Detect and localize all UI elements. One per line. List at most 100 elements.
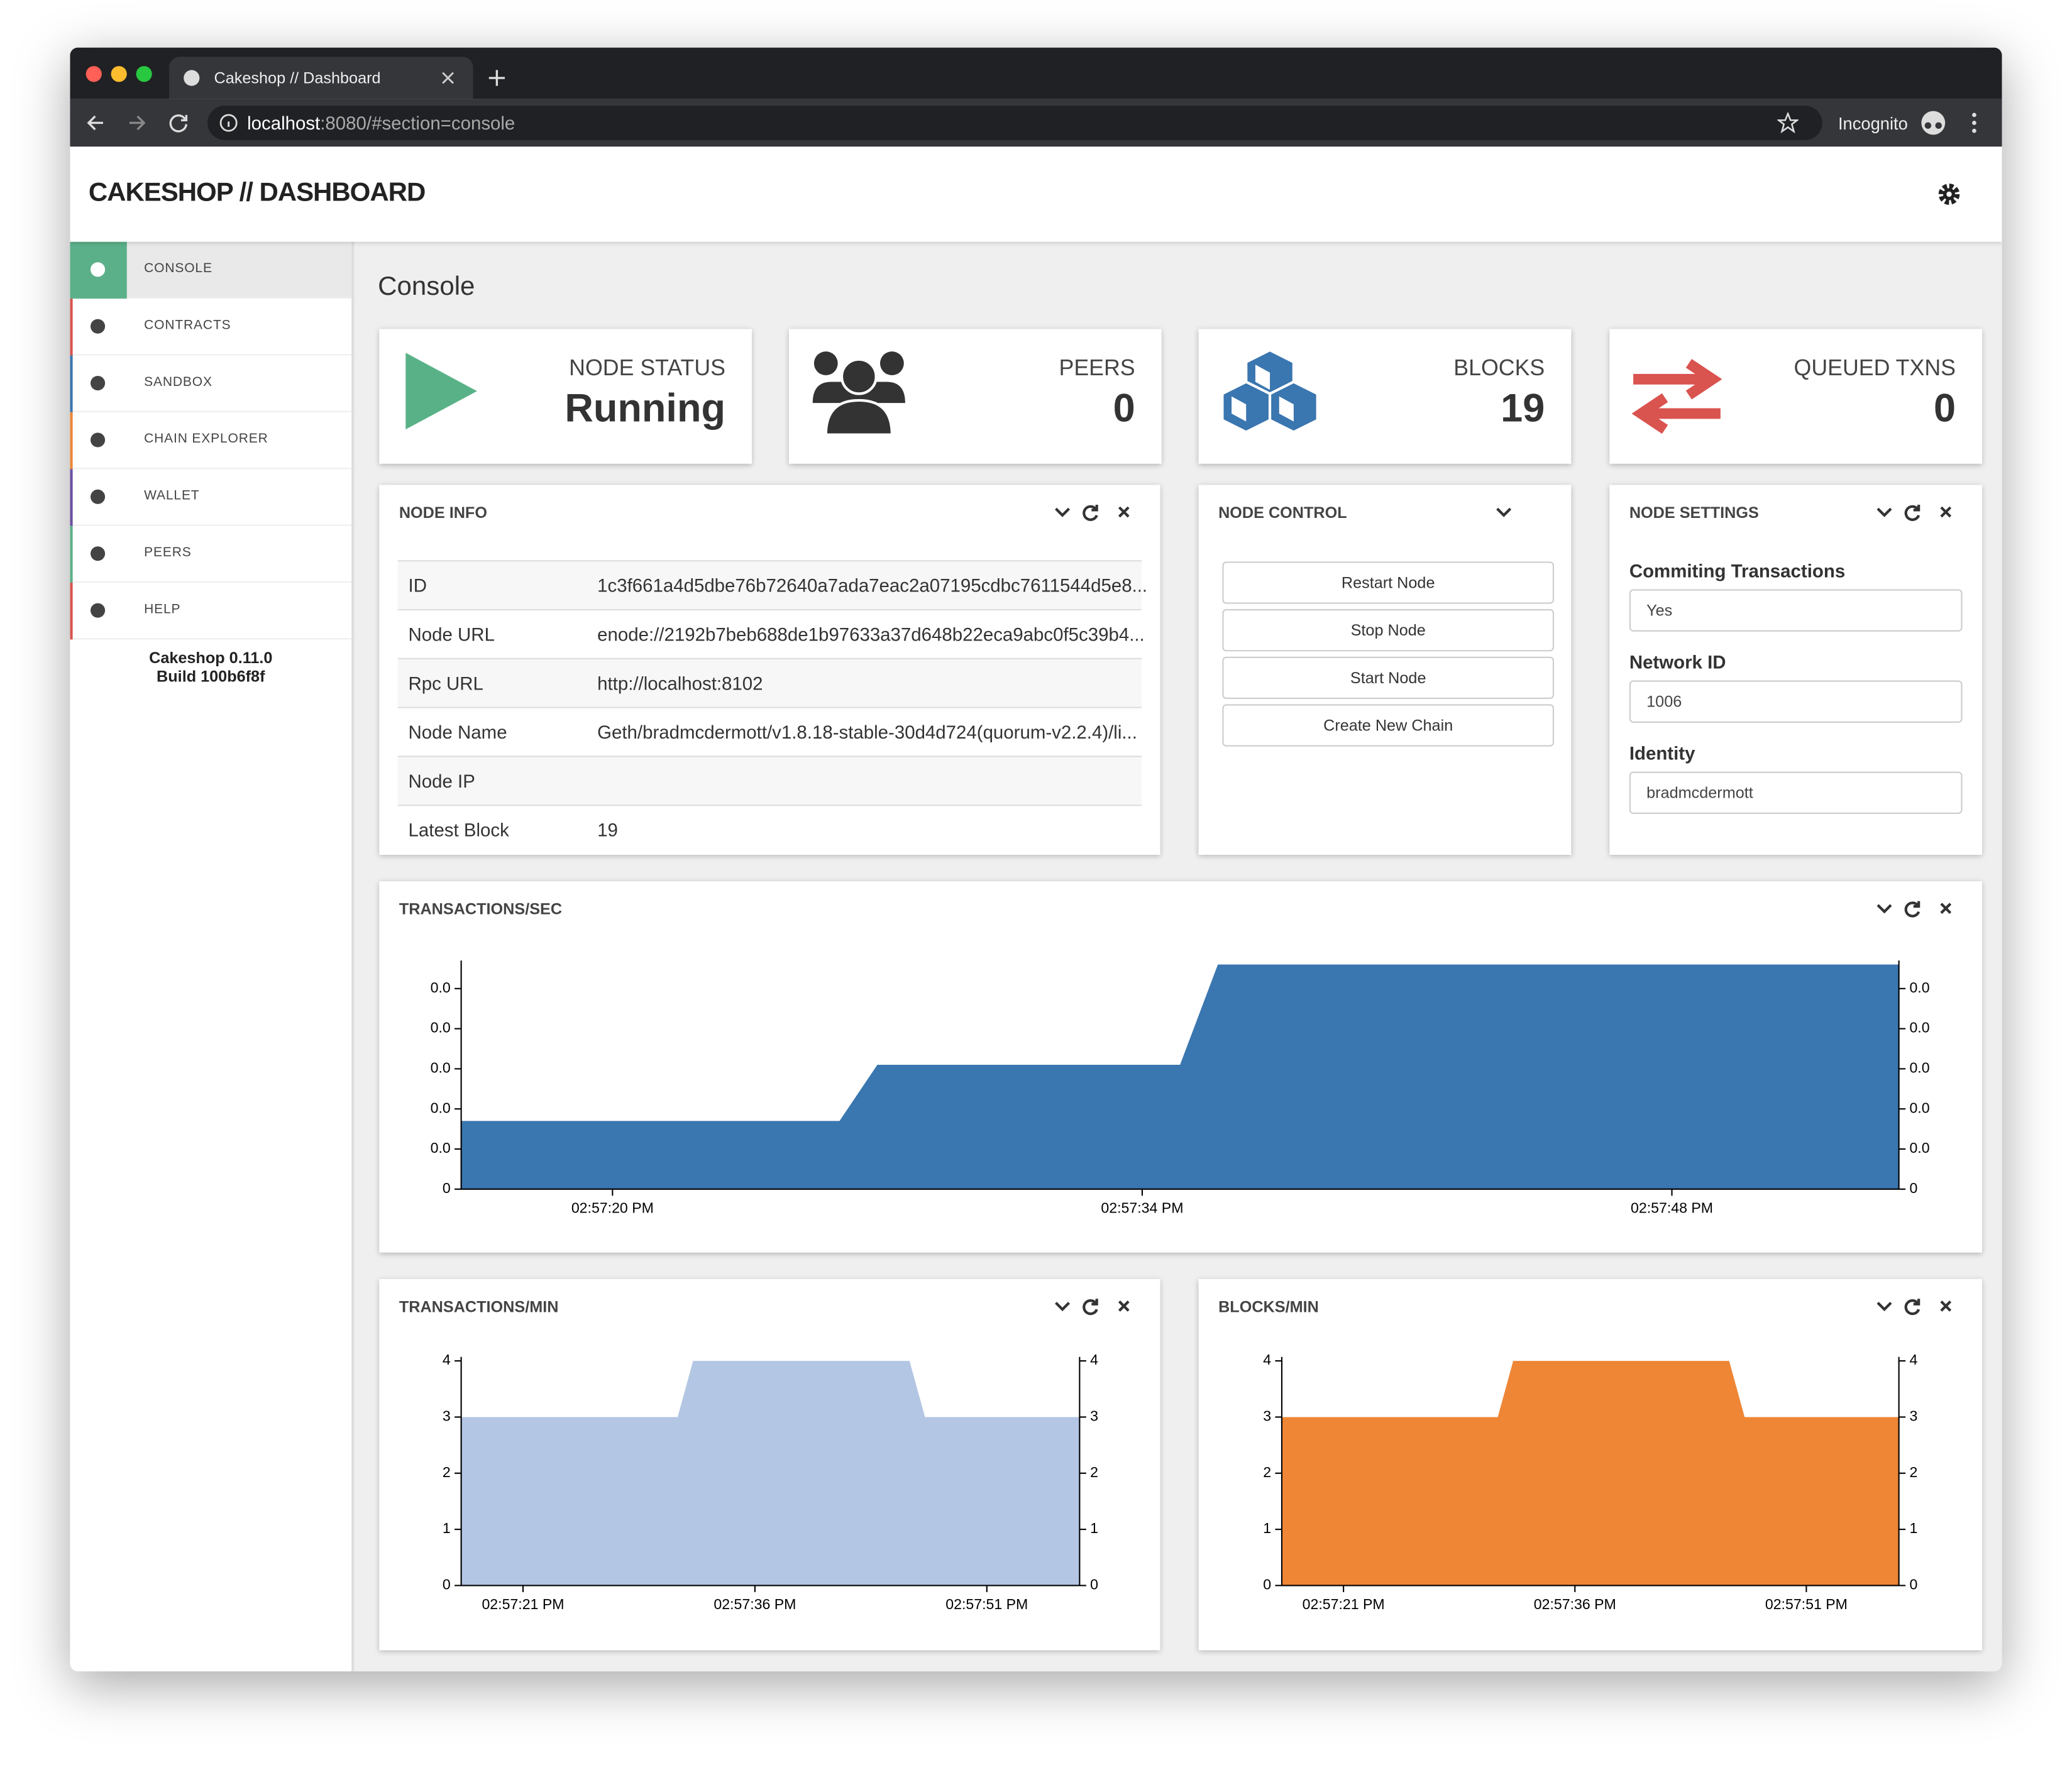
text-input[interactable]: 1006 (1629, 680, 1963, 723)
panel-x (1940, 506, 1952, 518)
control-button[interactable]: Stop Node (1222, 609, 1554, 652)
y-tick-label: 3 (1263, 1408, 1271, 1424)
y-tick-label: 0.0 (431, 979, 451, 996)
close-dot[interactable] (85, 66, 102, 82)
area (1281, 1361, 1899, 1586)
stat-label: NODE STATUS (569, 355, 726, 381)
area (461, 964, 1899, 1189)
nav-accent (70, 412, 73, 470)
x-tick-label: 02:57:51 PM (945, 1596, 1028, 1612)
control-button[interactable]: Start Node (1222, 656, 1554, 699)
nav-label: HELP (144, 602, 181, 617)
info-label: Node IP (408, 770, 475, 792)
nav-item[interactable]: SANDBOX (70, 355, 352, 412)
panel-title: BLOCKS/MIN (1218, 1297, 1319, 1316)
app-header: CAKESHOP // DASHBOARD (70, 146, 2002, 242)
nav-item[interactable]: WALLET (70, 469, 352, 526)
y-tick-label: 0.0 (431, 1060, 451, 1076)
select[interactable]: Yes (1629, 589, 1963, 632)
info-label: Rpc URL (408, 672, 483, 694)
y-tick-label: 0.0 (431, 1020, 451, 1036)
info-value: Geth/bradmcdermott/v1.8.18-stable-30d4d7… (597, 721, 1137, 743)
nav-buttons[interactable] (86, 113, 192, 134)
zoom-dot[interactable] (136, 66, 152, 82)
nav-accent (70, 299, 73, 356)
panel-tools[interactable] (1871, 503, 1963, 522)
new-tab[interactable] (488, 69, 506, 87)
nav-accent (70, 355, 73, 412)
chart-panel: TRANSACTIONS/MIN 0 0 1 1 2 2 3 3 4 4 02:57:21 PM 02:… (379, 1278, 1160, 1651)
panel-chev (1876, 904, 1892, 914)
panel-chev (1055, 1302, 1071, 1312)
panel-ref (1904, 901, 1920, 918)
nav-item[interactable]: CONTRACTS (70, 299, 352, 356)
star-icon[interactable] (1777, 112, 1799, 134)
stat-icon (812, 351, 905, 436)
nav-item[interactable]: PEERS (70, 525, 352, 583)
y2-tick-label: 4 (1090, 1351, 1098, 1368)
node-settings-panel: NODE SETTINGS Commiting Transactions Yes Ne… (1609, 485, 1983, 855)
person-icon (840, 358, 878, 395)
y2-tick-label: 0.0 (1909, 979, 1929, 996)
tab-close[interactable] (441, 72, 455, 85)
nav-icon (90, 546, 106, 561)
chart: 0 0 1 1 2 2 3 3 4 4 02:57:21 PM 02:57:36 PM 02:57:51… (443, 1351, 1098, 1612)
chart-panel: BLOCKS/MIN 0 0 1 1 2 2 3 3 4 4 02:57:21 PM 02:57:36 … (1198, 1278, 1983, 1651)
panel-tools[interactable] (1460, 503, 1553, 522)
chart: 0 0 1 1 2 2 3 3 4 4 02:57:21 PM 02:57:36 PM 02:57:51… (1263, 1351, 1917, 1612)
nav-icon-shape (90, 376, 106, 391)
x-tick-label: 02:57:21 PM (1303, 1596, 1385, 1612)
minimize-dot[interactable] (111, 66, 127, 82)
stat-card: QUEUED TXNS 0 (1609, 329, 1983, 464)
stat-label: BLOCKS (1453, 355, 1545, 381)
nav-item[interactable]: CONSOLE (70, 241, 352, 299)
panel-tools[interactable] (1871, 899, 1963, 918)
stat-card: BLOCKS 19 (1198, 329, 1572, 464)
nav-item[interactable]: HELP (70, 582, 352, 640)
x-tick-label: 02:57:36 PM (714, 1596, 796, 1612)
profile-icons[interactable] (1920, 109, 1986, 136)
tab[interactable]: Cakeshop // Dashboard (169, 57, 473, 99)
globe-icon (184, 70, 200, 86)
y-tick-label: 1 (443, 1520, 451, 1536)
stat-label: QUEUED TXNS (1794, 355, 1956, 381)
y2-tick-label: 0.0 (1909, 1099, 1929, 1116)
panel-x (1940, 1300, 1952, 1312)
nav-accent (70, 469, 73, 526)
y-tick-label: 2 (1263, 1464, 1271, 1480)
y-tick-label: 1 (1263, 1520, 1271, 1536)
panel-x (1118, 1300, 1130, 1312)
info-value: enode://2192b7beb688de1b97633a37d648b22e… (597, 624, 1145, 645)
stat-value: 0 (1933, 387, 1956, 431)
url-field[interactable]: localhost:8080/#section=console (207, 106, 1822, 140)
panel-tools[interactable] (1871, 1297, 1963, 1316)
field-label: Network ID (1629, 651, 1726, 673)
sidebar: CONSOLE CONTRACTS SANDBOX CHAIN EXPLORER WAL… (70, 241, 355, 1672)
panel-tools[interactable] (1049, 503, 1142, 522)
control-button[interactable]: Create New Chain (1222, 704, 1554, 747)
nav-accent (70, 582, 73, 640)
panel-ref (1083, 504, 1098, 521)
x-tick-label: 02:57:48 PM (1631, 1199, 1713, 1216)
settings-gear[interactable] (1937, 182, 1961, 206)
url-path: :8080/#section=console (320, 112, 515, 134)
text-input[interactable]: bradmcdermott (1629, 771, 1963, 814)
y2-tick-label: 0.0 (1909, 1020, 1929, 1036)
stat-icon (1631, 359, 1722, 434)
x-tick-label: 02:57:51 PM (1765, 1596, 1848, 1612)
control-button[interactable]: Restart Node (1222, 561, 1554, 604)
y2-tick-label: 3 (1909, 1408, 1917, 1424)
nav-item[interactable]: CHAIN EXPLORER (70, 412, 352, 470)
nav-icon-shape (90, 432, 106, 448)
y2-tick-label: 2 (1909, 1464, 1917, 1480)
profile[interactable]: Incognito (1838, 113, 1908, 134)
panel-chev (1876, 1302, 1892, 1312)
panel-ref (1904, 1299, 1920, 1316)
panel-ref (1083, 1299, 1098, 1316)
panel-tools[interactable] (1049, 1297, 1142, 1316)
people-icon (824, 399, 893, 436)
x-tick-label: 02:57:34 PM (1101, 1199, 1183, 1216)
nav-label: SANDBOX (144, 375, 212, 390)
info-value: 19 (597, 819, 618, 840)
